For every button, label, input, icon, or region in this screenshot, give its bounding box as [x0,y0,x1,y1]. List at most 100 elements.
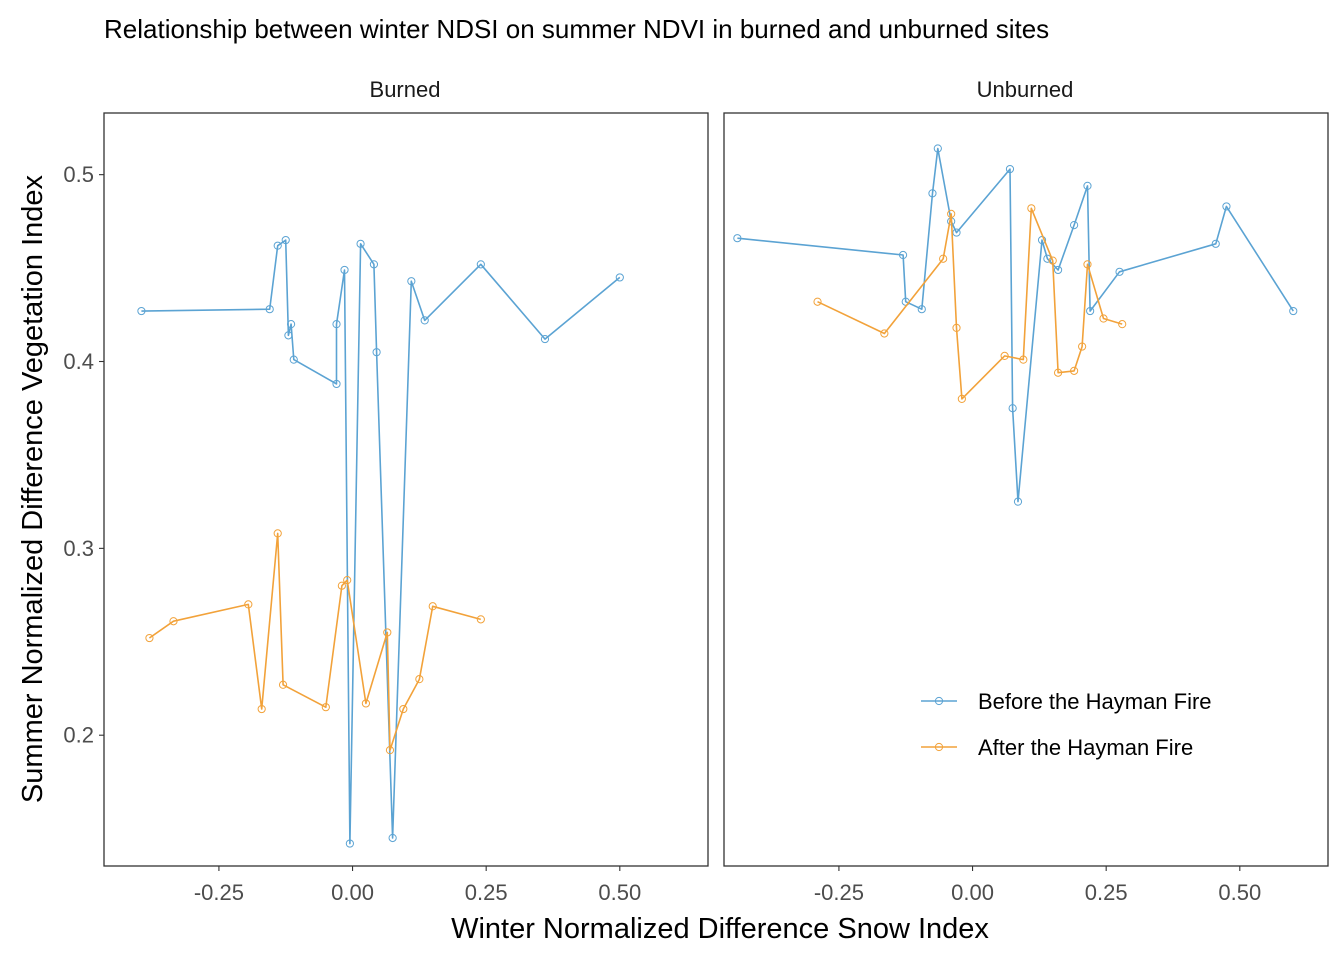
y-axis: 0.2 0.3 0.4 0.5 [63,162,104,748]
data-point [933,144,942,153]
strip-label-unburned: Unburned [977,77,1074,102]
data-point [321,703,330,712]
data-point [1019,355,1028,364]
panel-border [103,112,709,867]
x-tick-label: 0.50 [598,880,641,905]
data-point [415,675,424,684]
data-point [281,235,290,245]
panel-burned: -0.25 0.00 0.25 0.50 [103,112,709,905]
y-tick-label: 0.3 [63,536,94,561]
data-point [289,355,298,364]
data-point [1053,368,1063,377]
data-point [1078,342,1087,351]
data-point [340,265,349,275]
y-tick-label: 0.5 [63,162,94,187]
panel-border [723,112,1329,867]
data-point [1043,254,1052,263]
panel-unburned: -0.25 0.00 0.25 0.50 [723,112,1329,905]
data-point [399,704,408,714]
data-point [332,320,341,329]
data-point [284,331,293,340]
data-point [1083,260,1092,269]
data-point [957,394,966,403]
data-point [1027,204,1036,213]
legend-marker-after [934,742,944,752]
data-point [1086,306,1095,316]
legend-marker-before [934,696,944,706]
data-point [137,306,146,316]
data-point [615,273,624,282]
data-point [540,334,550,344]
y-tick-label: 0.2 [63,723,94,748]
data-point [273,241,282,250]
data-point [369,260,379,269]
x-tick-label: 0.00 [331,880,374,905]
y-axis-title: Summer Normalized Difference Vegetation … [17,174,49,803]
data-point [257,704,266,714]
data-point [1211,239,1220,248]
data-point [244,600,253,609]
data-point [337,581,346,590]
data-point [1048,256,1057,265]
data-point [952,228,961,237]
data-point [383,628,392,637]
y-tick-label: 0.4 [63,349,94,374]
data-point [345,839,354,848]
data-point [476,260,485,269]
x-tick-label: -0.25 [194,880,244,905]
legend-label-after: After the Hayman Fire [978,735,1193,760]
data-point [265,305,274,314]
x-tick-label: -0.25 [814,880,864,905]
strip-label-burned: Burned [370,77,441,102]
data-point [1005,164,1015,174]
data-point [476,615,485,624]
data-point [385,746,395,755]
data-point [356,239,365,248]
data-point [928,189,937,198]
data-point [733,234,742,243]
x-tick-label: 0.25 [465,880,508,905]
data-point [1053,265,1063,275]
data-point [939,254,948,263]
data-point [1070,366,1079,375]
data-point [388,833,397,843]
legend: Before the Hayman Fire After the Hayman … [921,689,1212,760]
data-point [1118,320,1127,329]
data-point [1222,202,1231,211]
data-point [273,529,282,538]
data-point [1115,267,1124,276]
x-tick-label: 0.00 [951,880,994,905]
series-line [737,147,1294,503]
data-point [407,277,416,286]
x-tick-label: 0.50 [1218,880,1261,905]
data-point [1289,306,1298,316]
data-point [1083,181,1092,190]
series-line [141,239,621,845]
data-point [917,305,926,314]
data-point [1099,314,1108,323]
data-point [286,320,296,329]
data-point [1013,497,1023,506]
data-point [169,617,178,626]
series-line [817,207,1123,400]
data-point [420,316,429,325]
data-point [145,633,154,643]
data-point [813,297,822,306]
data-point [952,323,961,332]
data-point [1000,351,1009,361]
data-point [343,576,352,585]
data-point [947,209,956,218]
data-point [361,699,371,708]
data-point [332,379,341,389]
data-point [428,602,437,611]
legend-label-before: Before the Hayman Fire [978,689,1212,714]
data-point [880,329,889,338]
x-tick-label: 0.25 [1085,880,1128,905]
x-axis-title: Winter Normalized Difference Snow Index [451,913,989,945]
data-point [372,348,381,357]
legend-item-after: After the Hayman Fire [921,735,1193,760]
data-point [278,680,288,689]
legend-item-before: Before the Hayman Fire [921,689,1212,714]
